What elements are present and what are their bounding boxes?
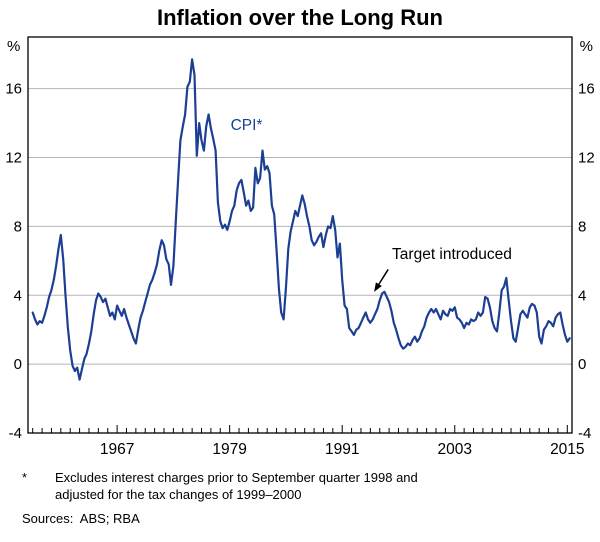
y-tick-label-right: 8 <box>578 219 586 236</box>
annotation-arrow-head <box>374 282 382 293</box>
percent-label-right: % <box>580 38 593 55</box>
x-tick-label: 1967 <box>100 441 134 458</box>
x-tick-label: 1991 <box>325 441 359 458</box>
y-tick-label-right: 16 <box>578 81 595 98</box>
y-tick-label-left: -4 <box>9 425 22 442</box>
y-tick-label-left: 12 <box>5 150 22 167</box>
sources-line: Sources: ABS; RBA <box>22 511 140 527</box>
plot-frame <box>27 36 573 435</box>
footnote: * Excludes interest charges prior to Sep… <box>0 467 600 504</box>
target-introduced-label: Target introduced <box>392 246 512 263</box>
y-tick-label-right: 0 <box>578 357 586 374</box>
percent-label-left: % <box>7 38 20 55</box>
x-tick-label: 2015 <box>550 441 584 458</box>
cpi-series-label: CPI* <box>231 117 263 134</box>
y-tick-label-left: 16 <box>5 81 22 98</box>
footnote-text: Excludes interest charges prior to Septe… <box>55 470 418 503</box>
annotation-arrow-line <box>376 269 389 288</box>
chart-title: Inflation over the Long Run <box>157 5 443 30</box>
x-tick-label: 2003 <box>438 441 472 458</box>
y-tick-label-left: 4 <box>14 288 22 305</box>
inflation-line-chart: -4 -4 0 0 4 4 8 8 12 12 16 16% % 1967 1979 1991 2003 2015… <box>5 36 595 458</box>
y-tick-label-left: 8 <box>14 219 22 236</box>
y-tick-label-right: -4 <box>578 425 591 442</box>
cpi-series-line <box>31 58 571 382</box>
footnote-marker: * <box>22 470 28 486</box>
y-tick-label-right: 4 <box>578 288 586 305</box>
y-tick-label-left: 0 <box>14 357 22 374</box>
y-tick-label-right: 12 <box>578 150 595 167</box>
x-tick-label: 1979 <box>212 441 246 458</box>
